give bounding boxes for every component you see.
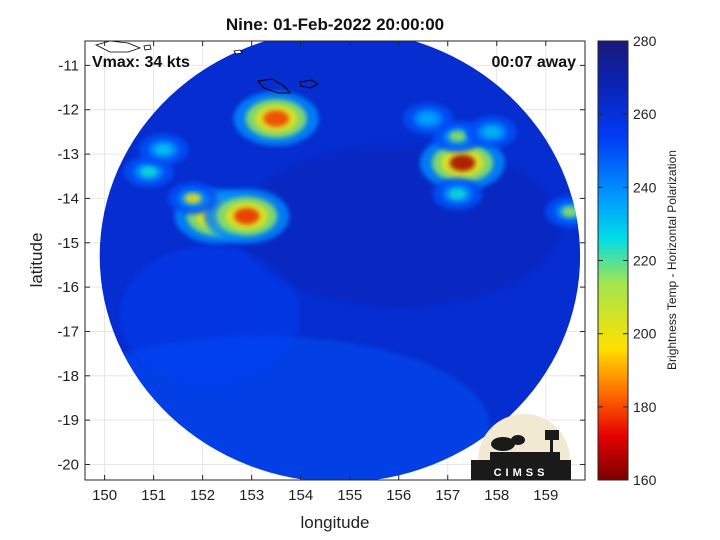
coastline-island <box>257 78 292 94</box>
x-tick-label: 157 <box>435 487 460 504</box>
brightness-feature <box>448 188 467 200</box>
brightness-feature <box>449 154 476 172</box>
logo-text: CIMSS <box>494 467 549 479</box>
logo-dish-icon <box>491 437 515 451</box>
brightness-feature <box>154 144 173 156</box>
logo-band <box>471 460 571 480</box>
y-axis-label: latitude <box>27 233 46 288</box>
y-axis: -11 -12 -13 -14 -15 -16 -17 -18 -19 -20 <box>57 57 585 473</box>
cimss-logo: CIMSS <box>471 414 571 480</box>
x-tick-label: 151 <box>141 487 166 504</box>
brightness-feature <box>263 110 289 127</box>
y-tick-label: -14 <box>57 190 79 207</box>
coastline-island <box>94 41 142 53</box>
colorbar-tick-label: 160 <box>633 472 657 488</box>
colorbar-label: Brightness Temp - Horizontal Polarizatio… <box>665 150 679 370</box>
brightness-feature <box>561 206 580 218</box>
logo-dish-icon <box>511 435 525 445</box>
brightness-feature <box>139 166 158 178</box>
chart-title: Nine: 01-Feb-2022 20:00:00 <box>226 15 444 34</box>
coastline-island <box>143 44 152 51</box>
colorbar-tick-label: 280 <box>633 33 657 49</box>
y-tick-label: -15 <box>57 235 79 252</box>
colorbar-tick-label: 180 <box>633 399 657 415</box>
plot-frame <box>84 40 586 481</box>
coastlines <box>94 41 319 94</box>
brightness-feature <box>448 130 467 142</box>
colorbar-tick-label: 240 <box>633 179 657 195</box>
y-tick-label: -16 <box>57 279 79 296</box>
y-tick-label: -11 <box>58 57 79 74</box>
coastline-island <box>233 49 243 55</box>
vmax-annotation: Vmax: 34 kts <box>92 54 190 71</box>
colorbar-ticks: 160 180 200 220 240 260 280 <box>598 33 657 488</box>
brightness-feature <box>234 207 260 225</box>
colorbar-tick-label: 260 <box>633 106 657 122</box>
y-tick-label: -18 <box>57 368 79 385</box>
y-tick-label: -12 <box>57 102 79 119</box>
logo-tower-icon <box>550 440 553 460</box>
x-tick-label: 154 <box>288 487 313 504</box>
x-tick-label: 156 <box>386 487 411 504</box>
x-axis: 150 151 152 153 154 155 156 157 158 159 <box>92 41 558 504</box>
y-tick-label: -20 <box>57 456 79 473</box>
y-tick-label: -17 <box>57 323 79 340</box>
brightness-feature <box>483 126 501 138</box>
x-tick-label: 150 <box>92 487 117 504</box>
x-tick-label: 159 <box>533 487 558 504</box>
x-axis-label: longitude <box>300 513 369 532</box>
time-away-annotation: 00:07 away <box>491 54 576 71</box>
logo-building-icon <box>490 452 560 461</box>
colorbar-tick-label: 220 <box>633 253 657 269</box>
brightness-feature <box>419 113 437 125</box>
logo-tower-icon <box>545 430 559 440</box>
x-tick-label: 152 <box>190 487 215 504</box>
colorbar-tick-label: 200 <box>633 326 657 342</box>
coastline-island <box>299 79 319 89</box>
x-tick-label: 155 <box>337 487 362 504</box>
x-tick-label: 158 <box>484 487 509 504</box>
brightness-feature <box>184 192 202 205</box>
x-tick-label: 153 <box>239 487 264 504</box>
y-tick-label: -13 <box>57 146 79 163</box>
y-tick-label: -19 <box>57 412 79 429</box>
